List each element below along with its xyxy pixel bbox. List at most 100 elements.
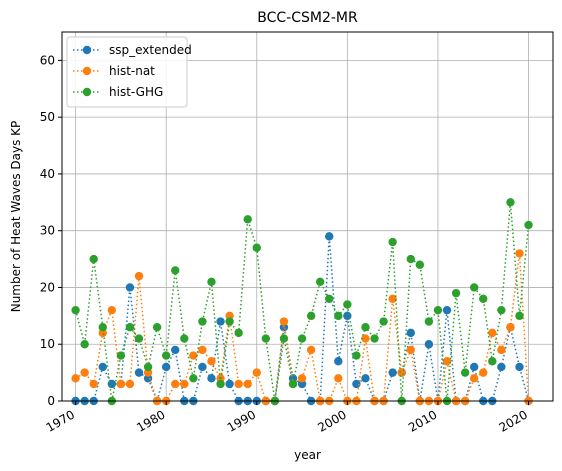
data-point-hist-GHG bbox=[497, 305, 506, 315]
data-point-hist-nat bbox=[71, 374, 80, 383]
data-point-hist-GHG bbox=[315, 277, 325, 286]
data-point-hist-GHG bbox=[243, 215, 252, 224]
data-point-hist-nat bbox=[488, 328, 497, 338]
data-point-ssp_extended bbox=[125, 283, 135, 292]
data-point-hist-GHG bbox=[225, 317, 234, 326]
data-point-ssp_extended bbox=[216, 317, 225, 326]
data-point-hist-GHG bbox=[297, 334, 307, 343]
data-point-ssp_extended bbox=[515, 362, 524, 372]
data-point-hist-nat bbox=[334, 374, 343, 383]
data-point-hist-nat bbox=[207, 357, 216, 366]
y-tick-label: 10 bbox=[40, 337, 55, 351]
data-point-hist-GHG bbox=[515, 311, 524, 321]
chart-title: BCC-CSM2-MR bbox=[257, 10, 358, 26]
data-point-hist-GHG bbox=[143, 362, 153, 372]
data-point-hist-nat bbox=[234, 379, 243, 389]
data-point-hist-nat bbox=[306, 345, 316, 355]
legend-item-hist-GHG: hist-GHG bbox=[73, 85, 163, 99]
data-point-hist-GHG bbox=[306, 311, 316, 321]
data-point-ssp_extended bbox=[388, 368, 397, 377]
data-point-ssp_extended bbox=[161, 362, 171, 372]
data-point-hist-GHG bbox=[98, 323, 107, 332]
data-point-hist-nat bbox=[397, 368, 406, 377]
legend-marker-hist-GHG bbox=[82, 87, 92, 97]
data-point-hist-GHG bbox=[171, 266, 180, 275]
legend-label-hist-GHG: hist-GHG bbox=[109, 85, 163, 99]
data-point-ssp_extended bbox=[198, 362, 207, 372]
data-point-ssp_extended bbox=[325, 232, 334, 241]
data-point-ssp_extended bbox=[134, 368, 144, 377]
data-point-hist-GHG bbox=[216, 379, 225, 389]
data-point-hist-GHG bbox=[325, 294, 334, 304]
data-point-hist-GHG bbox=[89, 254, 98, 264]
legend: ssp_extended hist-nat hist-GHG bbox=[66, 36, 192, 108]
data-point-hist-GHG bbox=[352, 351, 361, 360]
data-point-hist-nat bbox=[89, 379, 98, 389]
data-point-hist-nat bbox=[125, 379, 135, 389]
data-point-hist-nat bbox=[198, 345, 207, 355]
data-point-hist-nat bbox=[361, 334, 370, 343]
data-point-hist-GHG bbox=[433, 305, 443, 315]
data-point-ssp_extended bbox=[334, 357, 343, 366]
data-point-hist-GHG bbox=[424, 317, 434, 326]
data-point-ssp_extended bbox=[442, 305, 452, 315]
data-point-hist-GHG bbox=[370, 334, 379, 343]
data-point-hist-GHG bbox=[261, 334, 271, 343]
data-point-hist-GHG bbox=[279, 334, 289, 343]
y-tick-label: 40 bbox=[40, 167, 55, 181]
data-point-hist-nat bbox=[406, 345, 415, 355]
data-point-hist-nat bbox=[243, 379, 252, 389]
data-point-hist-GHG bbox=[388, 237, 397, 247]
data-point-hist-GHG bbox=[234, 328, 243, 338]
data-point-hist-nat bbox=[252, 368, 261, 377]
data-point-hist-GHG bbox=[198, 317, 207, 326]
legend-label-ssp_extended: ssp_extended bbox=[109, 43, 192, 57]
data-point-hist-GHG bbox=[406, 254, 415, 264]
data-point-hist-nat bbox=[388, 294, 397, 304]
data-point-hist-GHG bbox=[343, 300, 352, 309]
data-point-hist-GHG bbox=[71, 305, 80, 315]
legend-marker-ssp_extended bbox=[82, 45, 92, 55]
data-point-hist-GHG bbox=[524, 220, 533, 230]
y-tick-label: 60 bbox=[40, 53, 55, 67]
data-point-ssp_extended bbox=[424, 340, 434, 349]
y-tick-label: 20 bbox=[40, 280, 55, 294]
legend-box bbox=[66, 36, 188, 108]
data-point-hist-GHG bbox=[80, 340, 89, 349]
data-point-hist-GHG bbox=[506, 198, 515, 207]
data-point-hist-nat bbox=[442, 357, 452, 366]
data-point-ssp_extended bbox=[406, 328, 415, 338]
data-point-hist-GHG bbox=[334, 311, 343, 321]
data-point-hist-nat bbox=[180, 379, 189, 389]
data-point-ssp_extended bbox=[171, 345, 180, 355]
data-point-hist-GHG bbox=[152, 323, 162, 332]
data-point-ssp_extended bbox=[225, 379, 234, 389]
data-point-hist-nat bbox=[515, 249, 524, 258]
y-tick-label: 0 bbox=[47, 394, 55, 408]
data-point-hist-nat bbox=[297, 374, 307, 383]
data-point-hist-GHG bbox=[161, 351, 171, 360]
legend-marker-hist-nat bbox=[82, 66, 92, 76]
series-hist-GHG bbox=[71, 198, 533, 406]
data-point-hist-nat bbox=[171, 379, 180, 389]
data-point-hist-GHG bbox=[415, 260, 425, 269]
data-point-hist-nat bbox=[189, 351, 198, 360]
data-point-hist-GHG bbox=[288, 379, 298, 389]
data-point-hist-GHG bbox=[488, 357, 497, 366]
data-point-hist-nat bbox=[506, 323, 515, 332]
data-point-ssp_extended bbox=[497, 362, 506, 372]
y-axis-label: Number of Heat Waves Days KP bbox=[9, 121, 23, 313]
legend-item-ssp_extended: ssp_extended bbox=[73, 43, 192, 57]
data-point-hist-nat bbox=[469, 374, 479, 383]
legend-label-hist-nat: hist-nat bbox=[109, 64, 155, 78]
data-point-hist-nat bbox=[107, 305, 117, 315]
x-axis-label: year bbox=[294, 448, 321, 462]
data-point-hist-GHG bbox=[361, 323, 370, 332]
data-point-hist-GHG bbox=[116, 351, 126, 360]
data-point-ssp_extended bbox=[352, 379, 361, 389]
data-point-ssp_extended bbox=[98, 362, 107, 372]
data-point-ssp_extended bbox=[361, 374, 370, 383]
data-point-hist-GHG bbox=[252, 243, 261, 252]
axes-frame bbox=[61, 31, 554, 402]
